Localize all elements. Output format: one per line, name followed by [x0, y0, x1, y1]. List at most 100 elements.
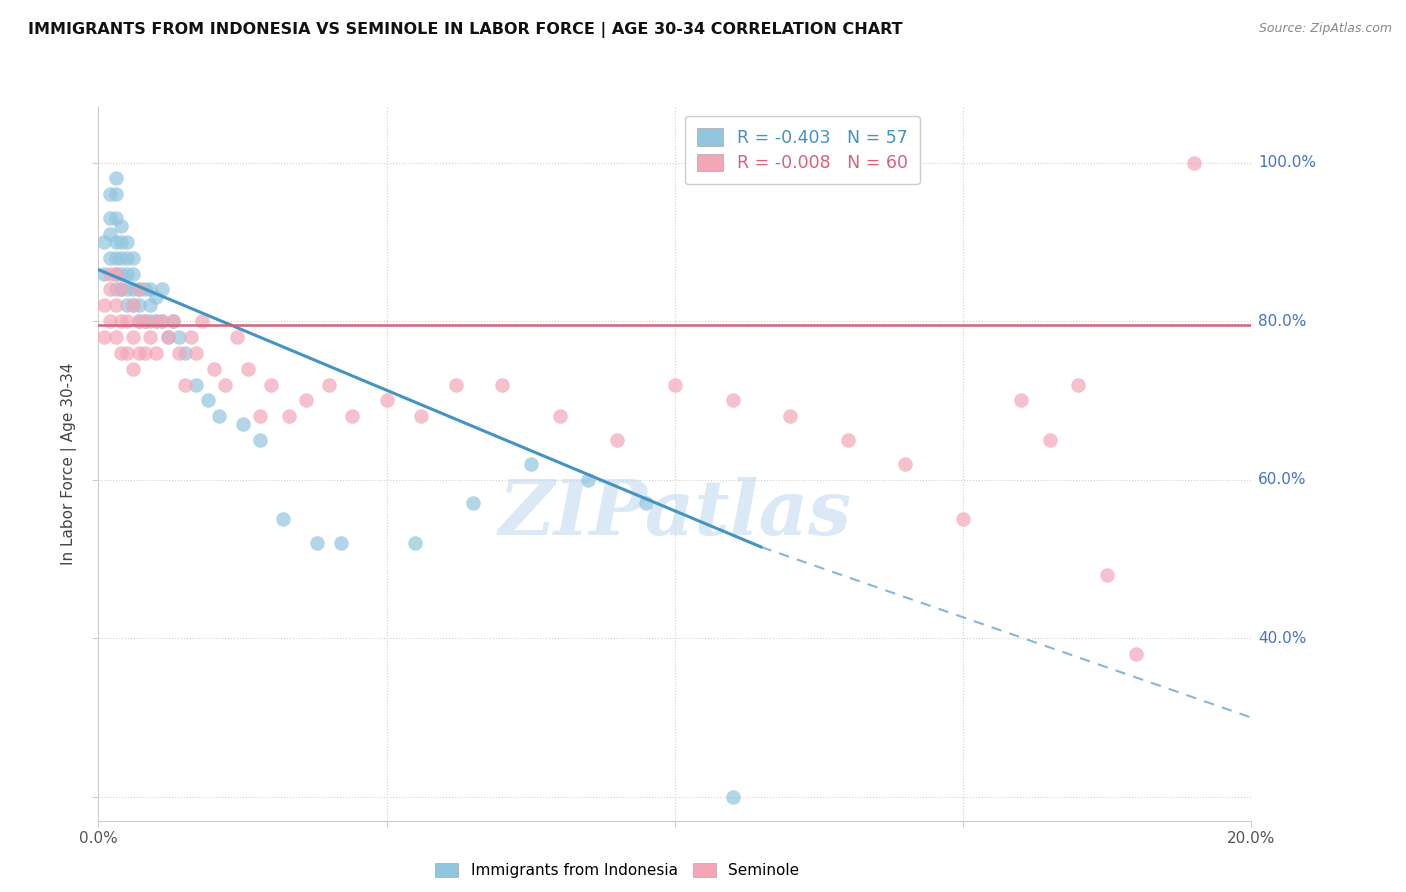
Point: [214, 377, 236, 392]
Point: [98, 211, 121, 225]
Legend: Immigrants from Indonesia, Seminole: Immigrants from Indonesia, Seminole: [429, 857, 806, 884]
Point: [117, 235, 138, 249]
Point: [318, 377, 340, 392]
Point: [122, 267, 145, 281]
Point: [167, 330, 190, 344]
Point: [197, 393, 219, 408]
Point: [98, 187, 121, 202]
Point: [134, 282, 156, 296]
Point: [520, 457, 543, 471]
Point: [93, 298, 115, 312]
Point: [110, 219, 132, 233]
Point: [134, 314, 156, 328]
Point: [180, 330, 202, 344]
Point: [1125, 647, 1147, 661]
Point: [139, 314, 162, 328]
Point: [461, 496, 484, 510]
Point: [122, 282, 145, 296]
Point: [340, 409, 363, 424]
Point: [134, 346, 156, 360]
Point: [156, 330, 179, 344]
Point: [186, 346, 208, 360]
Text: ZIPatlas: ZIPatlas: [498, 477, 852, 550]
Point: [117, 267, 138, 281]
Point: [260, 377, 283, 392]
Point: [405, 536, 427, 550]
Point: [491, 377, 513, 392]
Point: [110, 267, 132, 281]
Point: [721, 393, 744, 408]
Point: [1097, 567, 1119, 582]
Point: [122, 298, 145, 312]
Point: [117, 314, 138, 328]
Point: [122, 251, 145, 265]
Point: [128, 282, 150, 296]
Text: 60.0%: 60.0%: [1258, 472, 1306, 487]
Point: [110, 251, 132, 265]
Point: [664, 377, 686, 392]
Point: [225, 330, 247, 344]
Point: [98, 251, 121, 265]
Point: [145, 346, 167, 360]
Point: [110, 235, 132, 249]
Point: [110, 282, 132, 296]
Point: [411, 409, 433, 424]
Point: [167, 346, 190, 360]
Point: [249, 409, 271, 424]
Point: [444, 377, 467, 392]
Point: [104, 267, 127, 281]
Point: [122, 330, 145, 344]
Point: [277, 409, 299, 424]
Point: [104, 298, 127, 312]
Point: [174, 377, 197, 392]
Point: [150, 314, 173, 328]
Point: [721, 789, 744, 804]
Point: [329, 536, 352, 550]
Text: 80.0%: 80.0%: [1258, 314, 1306, 328]
Point: [1010, 393, 1032, 408]
Point: [128, 314, 150, 328]
Point: [952, 512, 974, 526]
Point: [548, 409, 571, 424]
Point: [249, 433, 271, 447]
Point: [295, 393, 318, 408]
Point: [93, 330, 115, 344]
Point: [110, 314, 132, 328]
Point: [894, 457, 917, 471]
Point: [174, 346, 197, 360]
Point: [98, 267, 121, 281]
Point: [837, 433, 859, 447]
Point: [117, 251, 138, 265]
Point: [104, 330, 127, 344]
Point: [150, 282, 173, 296]
Point: [578, 473, 600, 487]
Point: [104, 187, 127, 202]
Point: [122, 298, 145, 312]
Point: [139, 282, 162, 296]
Point: [110, 282, 132, 296]
Point: [375, 393, 398, 408]
Text: 100.0%: 100.0%: [1258, 155, 1316, 170]
Text: 40.0%: 40.0%: [1258, 631, 1306, 646]
Point: [128, 298, 150, 312]
Point: [307, 536, 329, 550]
Point: [117, 298, 138, 312]
Point: [779, 409, 801, 424]
Point: [139, 298, 162, 312]
Point: [1182, 155, 1205, 169]
Text: IMMIGRANTS FROM INDONESIA VS SEMINOLE IN LABOR FORCE | AGE 30-34 CORRELATION CHA: IMMIGRANTS FROM INDONESIA VS SEMINOLE IN…: [28, 22, 903, 38]
Point: [271, 512, 294, 526]
Point: [93, 267, 115, 281]
Point: [110, 346, 132, 360]
Point: [117, 346, 138, 360]
Point: [162, 314, 184, 328]
Y-axis label: In Labor Force | Age 30-34: In Labor Force | Age 30-34: [60, 362, 77, 566]
Point: [156, 330, 179, 344]
Point: [162, 314, 184, 328]
Point: [104, 171, 127, 186]
Point: [104, 235, 127, 249]
Point: [139, 330, 162, 344]
Point: [145, 314, 167, 328]
Point: [104, 267, 127, 281]
Point: [104, 251, 127, 265]
